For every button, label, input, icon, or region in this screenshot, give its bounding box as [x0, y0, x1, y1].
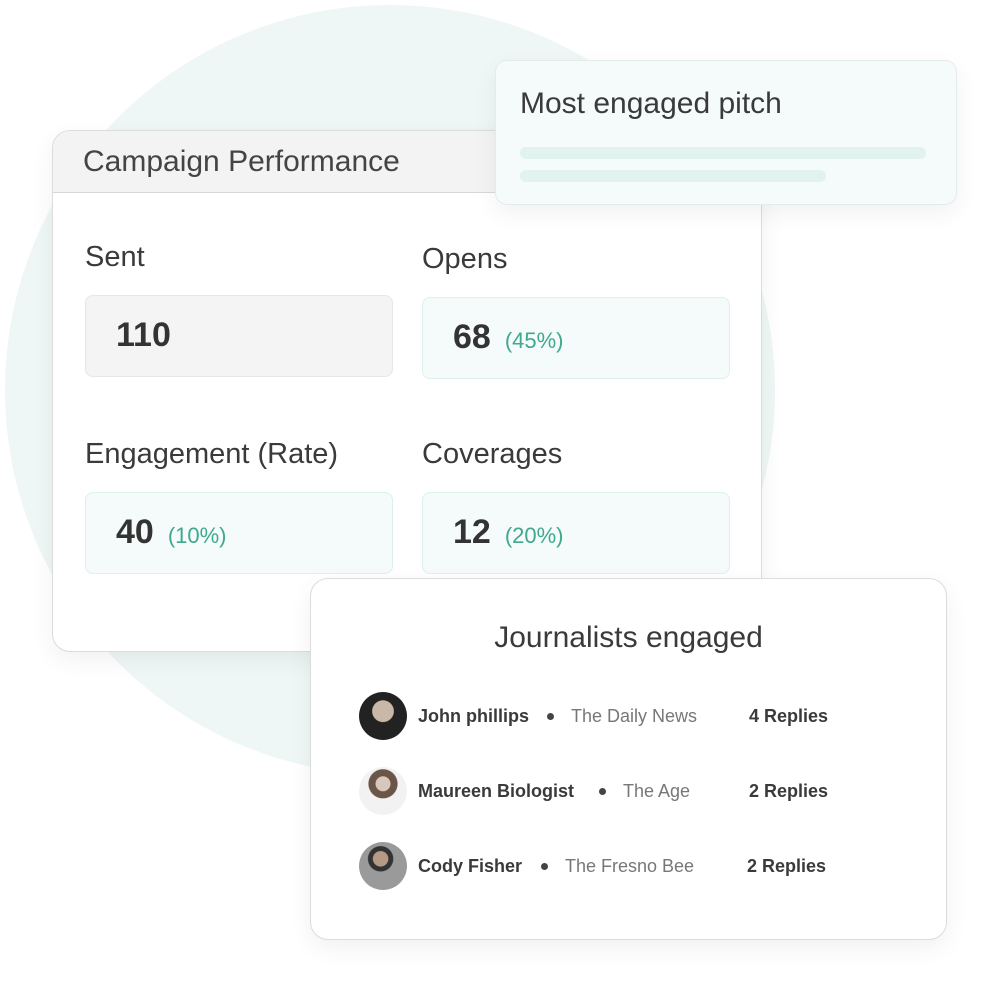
replies-count: 4 Replies	[749, 706, 829, 726]
metric-label-opens: Opens	[422, 243, 508, 275]
journalists-engaged-card: Journalists engaged John phillips The Da…	[310, 578, 947, 940]
campaign-performance-card: Campaign Performance Sent 110 Opens 68 (4…	[52, 130, 762, 652]
pitch-title: Most engaged pitch	[520, 87, 782, 120]
journalist-outlet: The Fresno Bee	[565, 856, 695, 876]
journalist-row[interactable]: Maureen Biologist The Age 2 Replies	[359, 767, 919, 817]
replies-count: 2 Replies	[747, 856, 827, 876]
metric-value: 12 (20%)	[453, 513, 564, 551]
most-engaged-pitch-card[interactable]: Most engaged pitch	[495, 60, 957, 205]
avatar	[359, 767, 407, 815]
metric-box-opens: 68 (45%)	[422, 297, 730, 379]
journalist-name: Cody Fisher	[418, 856, 523, 876]
metric-percent: (45%)	[504, 328, 564, 353]
metric-value: 40 (10%)	[116, 513, 227, 551]
metric-box-engagement: 40 (10%)	[85, 492, 393, 574]
journalist-outlet: The Age	[623, 781, 691, 801]
metric-value: 68 (45%)	[453, 318, 564, 356]
journalists-title: Journalists engaged	[494, 621, 763, 654]
replies-count: 2 Replies	[749, 781, 829, 801]
separator-dot	[547, 713, 554, 720]
avatar	[359, 692, 407, 740]
metric-box-coverages: 12 (20%)	[422, 492, 730, 574]
metric-label-sent: Sent	[85, 241, 145, 273]
journalist-outlet: The Daily News	[571, 706, 698, 726]
journalist-row[interactable]: John phillips The Daily News 4 Replies	[359, 692, 919, 742]
journalist-name: Maureen Biologist	[418, 781, 575, 801]
separator-dot	[599, 788, 606, 795]
metric-percent: (20%)	[504, 523, 564, 548]
metric-percent: (10%)	[167, 523, 227, 548]
metric-label-engagement: Engagement (Rate)	[85, 438, 339, 470]
metric-value: 110	[116, 316, 171, 354]
separator-dot	[541, 863, 548, 870]
metric-box-sent: 110	[85, 295, 393, 377]
metric-label-coverages: Coverages	[422, 438, 563, 470]
placeholder-line	[520, 147, 926, 159]
avatar	[359, 842, 407, 890]
journalist-row[interactable]: Cody Fisher The Fresno Bee 2 Replies	[359, 842, 919, 892]
placeholder-line	[520, 170, 826, 182]
journalist-name: John phillips	[418, 706, 529, 726]
card-title: Campaign Performance	[83, 145, 400, 178]
